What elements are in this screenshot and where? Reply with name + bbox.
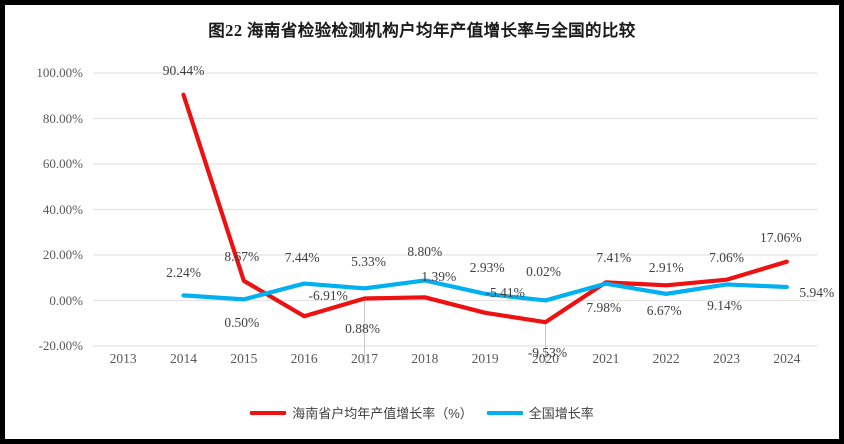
data-point-label: 5.33% [351,254,386,270]
data-point-label: 7.98% [586,300,622,316]
data-point-label: 7.06% [709,250,744,266]
chart-legend: 海南省户均年产值增长率（%） 全国增长率 [5,403,839,422]
data-point-label: 5.94% [799,284,835,300]
x-axis-tick-label: 2015 [230,351,258,366]
data-point-label: 2.24% [166,265,201,281]
x-axis-tick-label: 2022 [652,351,680,366]
data-point-label: 6.67% [646,303,682,319]
y-axis-tick-label: -20.00% [38,338,83,353]
data-point-label: 17.06% [760,229,802,245]
y-axis-tick-label: 60.00% [42,156,83,171]
legend-item-label: 全国增长率 [528,406,594,421]
legend-item-label: 海南省户均年产值增长率（%） [292,406,473,421]
x-axis-tick-label: 2017 [351,351,378,366]
x-axis-tick-label: 2019 [471,351,499,366]
x-axis-tick-label: 2024 [773,351,801,366]
data-point-label: -9.53% [527,345,568,361]
data-point-label: 7.44% [284,249,320,265]
x-axis-tick-label: 2023 [713,351,740,366]
y-axis-tick-label: 80.00% [42,110,83,126]
x-axis-tick-label: 2016 [290,351,318,366]
data-point-label: 0.50% [224,315,260,331]
x-axis-tick-label: 2021 [592,351,620,366]
chart-plot-area [93,72,817,365]
x-axis-tick-label: 2020 [532,351,559,366]
legend-line-swatch-icon [250,410,287,415]
data-point-label: 0.88% [345,321,380,337]
chart-title: 图22 海南省检验检测机构户均年产值增长率与全国的比较 [208,21,636,40]
data-point-label: 0.02% [526,264,561,280]
x-axis-tick-label: 2018 [411,351,439,366]
data-point-label: -6.91% [308,288,348,304]
y-axis-tick-label: 0.00% [49,292,83,308]
y-axis-tick-label: 40.00% [42,201,83,217]
data-point-label: 8.67% [224,248,260,264]
data-point-label: 2.91% [648,259,684,275]
legend-item[interactable]: 海南省户均年产值增长率（%） [250,403,473,422]
x-axis-tick-label: 2014 [170,351,197,366]
data-point-label: 9.14% [707,297,742,313]
data-point-label: 1.39% [421,269,457,285]
data-point-label: 7.41% [596,249,632,265]
y-axis-labels: -20.00% 0.00% 20.00% 40.00% 60.00% 80.00% 100.… [5,5,83,439]
data-point-label: 90.44% [162,62,205,78]
y-axis-tick-label: 20.00% [42,247,83,262]
data-point-label: 2.93% [469,259,505,275]
legend-line-swatch-icon [486,410,523,415]
y-axis-tick-label: 100.00% [36,65,83,80]
chart-frame: 图22 海南省检验检测机构户均年产值增长率与全国的比较 -20.00% 0.00%… [5,5,839,439]
data-point-label: -5.41% [485,284,525,300]
legend-item[interactable]: 全国增长率 [486,403,594,422]
data-point-label: 8.80% [407,244,443,260]
x-axis-tick-label: 2013 [109,351,137,366]
